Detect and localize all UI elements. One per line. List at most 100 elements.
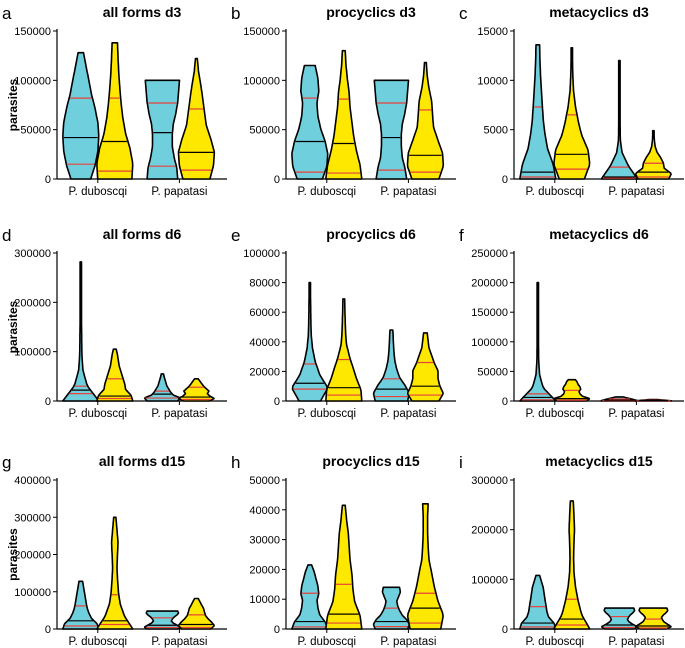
violin-cyan xyxy=(143,610,181,630)
violin-cyan xyxy=(372,329,410,402)
violin-body xyxy=(291,281,328,402)
violin-body xyxy=(177,57,216,180)
y-tick-label: 100000 xyxy=(14,347,51,359)
y-tick-label: 80000 xyxy=(249,278,280,290)
y-tick-label: 0 xyxy=(502,624,508,636)
panel-f: f metacyclics d6 0 50000 100000 150000 200000 2… xyxy=(459,226,684,420)
category-label: P. duboscqi xyxy=(525,408,584,420)
panel-letter: b xyxy=(231,4,240,23)
y-tick-label: 5000 xyxy=(484,125,508,137)
violin-yellow xyxy=(406,503,444,630)
category-label: P. duboscqi xyxy=(297,408,356,420)
y-tick-label: 0 xyxy=(274,396,280,408)
y-tick-label: 50000 xyxy=(20,125,51,137)
panel-c: c metacyclics d3 0 5000 10000 15000 P. duboscq… xyxy=(459,4,684,198)
violin-cyan xyxy=(291,64,329,180)
violin-body xyxy=(519,281,557,402)
y-tick-label: 150000 xyxy=(243,26,280,38)
violin-cyan xyxy=(291,281,328,402)
y-tick-label: 50000 xyxy=(249,125,280,137)
y-tick-label: 300000 xyxy=(14,512,51,524)
violin-body xyxy=(634,129,672,180)
violin-body xyxy=(178,378,215,402)
violin-yellow xyxy=(325,298,363,402)
y-tick-label: 200000 xyxy=(471,278,508,290)
violin-body xyxy=(62,51,100,180)
violin-body xyxy=(143,610,181,630)
y-tick-label: 40000 xyxy=(249,337,280,349)
violin-body xyxy=(373,79,410,180)
panel-letter: c xyxy=(459,4,468,23)
violin-cyan xyxy=(373,79,410,180)
violin-yellow xyxy=(177,597,215,630)
violin-yellow xyxy=(178,378,215,402)
panel-letter: h xyxy=(231,453,240,472)
violin-cyan xyxy=(372,586,410,630)
category-label: P. duboscqi xyxy=(525,186,584,198)
violin-body xyxy=(143,373,181,402)
violin-cyan xyxy=(600,396,639,402)
panel-letter: g xyxy=(2,453,11,472)
violin-body xyxy=(62,580,100,630)
violin-cyan xyxy=(291,564,329,630)
y-tick-label: 0 xyxy=(45,174,51,186)
y-tick-label: 20000 xyxy=(249,366,280,378)
violin-body xyxy=(372,329,410,402)
violin-cyan xyxy=(144,79,181,180)
y-tick-label: 300000 xyxy=(471,475,508,487)
y-tick-label: 100000 xyxy=(14,75,51,87)
violin-cyan xyxy=(519,44,557,180)
y-tick-label: 200000 xyxy=(14,550,51,562)
violin-body xyxy=(96,516,134,630)
panel-a: a all forms d3 parasites 0 50000 100000 150000… xyxy=(2,4,227,198)
violin-body xyxy=(600,59,639,180)
panel-letter: i xyxy=(459,453,463,472)
y-tick-label: 300000 xyxy=(14,248,51,260)
violin-body xyxy=(406,503,444,630)
panel-g: g all forms d15 parasites 0 100000 200000 3000… xyxy=(2,453,227,648)
violin-body xyxy=(325,49,363,180)
violin-body xyxy=(519,574,557,630)
y-tick-label: 0 xyxy=(274,174,280,186)
y-tick-label: 40000 xyxy=(249,505,280,517)
category-label: P. papatasi xyxy=(151,408,207,420)
y-tick-label: 0 xyxy=(502,174,508,186)
y-axis-title: parasites xyxy=(6,78,20,131)
violin-body xyxy=(144,79,181,180)
panel-letter: e xyxy=(231,226,240,245)
panel-i: i metacyclics d15 0 100000 200000 300000 P. du… xyxy=(459,453,684,648)
y-tick-label: 10000 xyxy=(477,75,508,87)
y-tick-label: 150000 xyxy=(471,307,508,319)
violin-yellow xyxy=(634,129,672,180)
y-tick-label: 50000 xyxy=(477,366,508,378)
violin-yellow xyxy=(96,516,134,630)
violin-yellow xyxy=(96,42,134,180)
violin-cyan xyxy=(600,59,639,180)
violin-body xyxy=(325,504,363,630)
violin-body xyxy=(177,597,215,630)
y-tick-label: 0 xyxy=(45,624,51,636)
y-tick-label: 100000 xyxy=(14,587,51,599)
y-tick-label: 100000 xyxy=(471,337,508,349)
y-tick-label: 250000 xyxy=(471,248,508,260)
y-tick-label: 200000 xyxy=(14,297,51,309)
panel-h: h procyclics d15 0 10000 20000 30000 40000 5000… xyxy=(231,453,456,648)
violin-cyan xyxy=(519,574,557,630)
violin-yellow xyxy=(96,348,134,402)
violin-body xyxy=(553,500,591,630)
violin-body xyxy=(519,44,557,180)
violin-yellow xyxy=(407,332,444,402)
panel-b: b procyclics d3 0 50000 100000 150000 P. dubos… xyxy=(231,4,456,198)
category-label: P. papatasi xyxy=(380,636,436,648)
violin-body xyxy=(291,64,329,180)
y-tick-label: 50000 xyxy=(249,475,280,487)
y-tick-label: 60000 xyxy=(249,307,280,319)
category-label: P. papatasi xyxy=(608,186,664,198)
panel-title: procyclics d3 xyxy=(326,4,416,20)
violin-body xyxy=(62,261,100,402)
panel-letter: a xyxy=(2,4,12,23)
violin-cyan xyxy=(519,281,557,402)
violin-body xyxy=(406,61,445,180)
panel-title: all forms d3 xyxy=(103,4,182,20)
panel-title: all forms d15 xyxy=(99,453,186,469)
